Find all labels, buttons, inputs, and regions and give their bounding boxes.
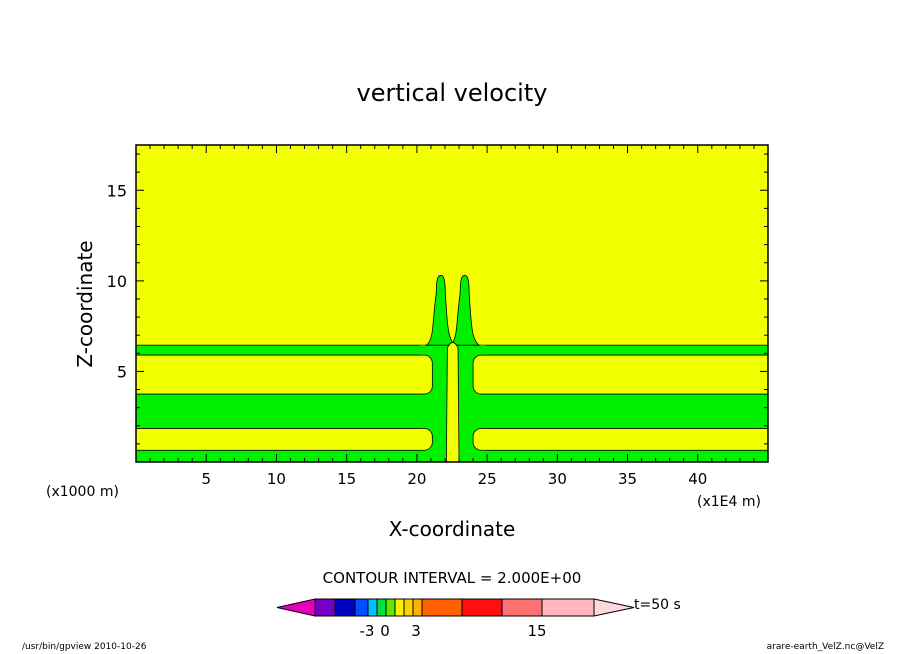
gap-left-0: [125, 428, 433, 451]
colorbar-swatch: [501, 598, 543, 617]
gap-left-1: [125, 354, 433, 395]
gap-right-1: [472, 354, 779, 395]
mask-left: [0, 145, 136, 462]
x-tick-label: 5: [201, 470, 211, 488]
colorbar-time-label: t=50 s: [634, 597, 681, 613]
footer-right: arare-earth_VelZ.nc@VelZ: [766, 642, 884, 652]
colorbar-swatch: [421, 598, 463, 617]
x-axis-label: X-coordinate: [389, 517, 516, 541]
plume-1: [448, 275, 481, 346]
plot-frame: [135, 144, 769, 463]
colorbar-tick-label: 3: [411, 622, 421, 640]
colorbar-arrow-low: [276, 598, 316, 617]
plot-area: [0, 144, 904, 463]
plume-0: [424, 275, 457, 346]
x-tick-label: 20: [407, 470, 426, 488]
y-axis: 5 10 15: [107, 153, 768, 445]
y-tick-label: 15: [107, 181, 127, 200]
mask-right: [768, 145, 904, 462]
colorbar-swatch: [394, 598, 405, 617]
center-gap: [445, 342, 460, 463]
y-tick-label: 10: [107, 272, 127, 291]
x-tick-label: 40: [688, 470, 707, 488]
colorbar-swatch: [334, 598, 356, 617]
colorbar-tick-label: -3: [360, 622, 375, 640]
colorbar-swatch: [314, 598, 336, 617]
colorbar-tick-label: 15: [527, 622, 546, 640]
gap-right-0: [472, 428, 779, 451]
x-axis: 5 10 15 20 25 30 35 40: [149, 145, 755, 488]
colorbar-tick-label: 0: [380, 622, 390, 640]
colorbar-swatch: [412, 598, 423, 617]
x-tick-label: 15: [337, 470, 356, 488]
colorbar-swatch: [385, 598, 396, 617]
contour-interval-label: CONTOUR INTERVAL = 2.000E+00: [323, 569, 582, 587]
x-unit-label: (x1000 m): [46, 484, 119, 500]
colorbar-arrow-high: [593, 598, 635, 617]
y-axis-label: Z-coordinate: [73, 240, 97, 367]
colorbar-swatch: [461, 598, 503, 617]
chart-title: vertical velocity: [357, 79, 548, 107]
x-tick-label: 10: [267, 470, 286, 488]
footer-left: /usr/bin/gpview 2010-10-26: [22, 642, 147, 652]
colorbar-swatch: [367, 598, 378, 617]
x-tick-label: 35: [618, 470, 637, 488]
x-scale-note: (x1E4 m): [697, 494, 761, 510]
colorbar-swatch: [403, 598, 414, 617]
colorbar-swatch: [354, 598, 369, 617]
colorbar: -3 0 3 15: [276, 598, 635, 640]
colorbar-swatch: [541, 598, 595, 617]
x-tick-label: 25: [478, 470, 497, 488]
x-tick-label: 30: [548, 470, 567, 488]
y-tick-label: 5: [117, 362, 127, 381]
colorbar-swatch: [376, 598, 387, 617]
